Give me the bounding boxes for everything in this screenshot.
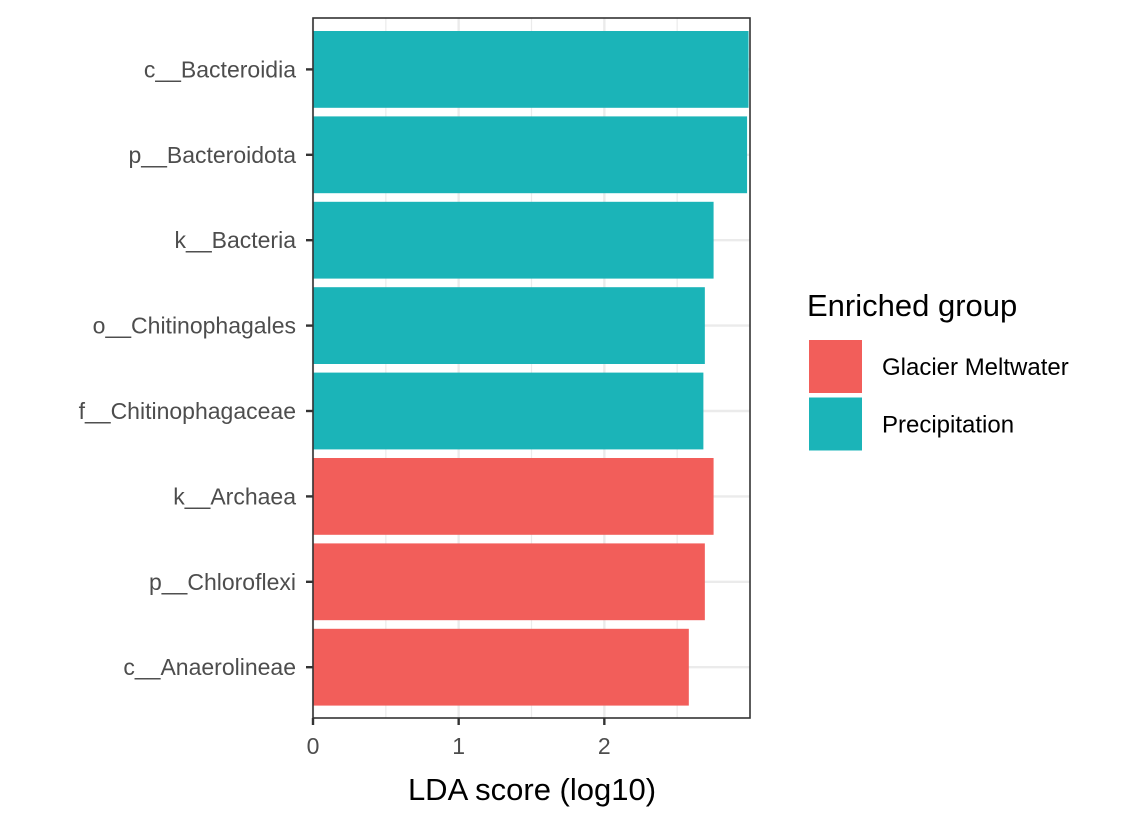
x-axis: 0 1 2 <box>307 718 611 759</box>
y-axis: c__Bacteroidia p__Bacteroidota k__Bacteria… <box>79 56 313 680</box>
y-tick-label: p__Bacteroidota <box>128 142 296 168</box>
y-tick-label: c__Bacteroidia <box>144 56 296 82</box>
x-axis-title: LDA score (log10) <box>408 772 656 807</box>
bars-layer <box>313 31 749 706</box>
y-tick-label: p__Chloroflexi <box>149 569 296 595</box>
bar <box>313 372 704 450</box>
bar <box>313 31 749 108</box>
y-tick-label: o__Chitinophagales <box>93 313 296 339</box>
legend-label: Glacier Meltwater <box>882 354 1069 381</box>
legend-swatch <box>809 397 862 451</box>
legend-label: Precipitation <box>882 412 1014 439</box>
bar <box>313 628 689 706</box>
y-tick-label: c__Anaerolineae <box>123 654 296 680</box>
y-tick-label: k__Archaea <box>173 483 296 509</box>
legend-swatch <box>809 340 862 393</box>
x-tick-label: 2 <box>598 733 611 759</box>
bar <box>313 201 714 279</box>
bar <box>313 458 714 535</box>
legend-entries: Glacier Meltwater Precipitation <box>809 340 1069 451</box>
panel-border <box>312 17 751 719</box>
y-tick-label: k__Bacteria <box>175 227 297 253</box>
legend-title: Enriched group <box>807 288 1017 323</box>
bar <box>313 116 748 194</box>
legend: Enriched group Glacier Meltwater Precipit… <box>807 288 1069 451</box>
y-tick-label: f__Chitinophagaceae <box>79 398 296 424</box>
bar <box>313 287 705 364</box>
x-tick-label: 1 <box>452 733 465 759</box>
bar <box>313 543 705 621</box>
x-tick-label: 0 <box>307 733 320 759</box>
